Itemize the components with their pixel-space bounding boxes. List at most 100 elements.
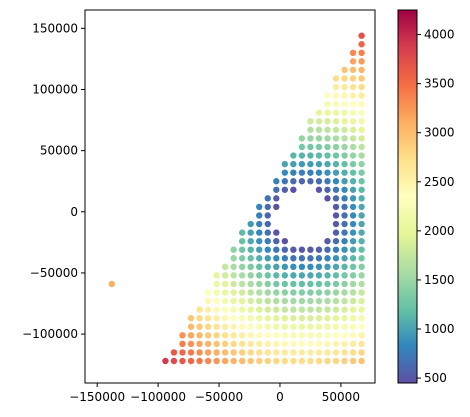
scatter-point [324, 237, 331, 245]
scatter-point [324, 340, 331, 348]
scatter-point [204, 306, 212, 313]
scatter-point [324, 263, 331, 271]
scatter-point [273, 178, 280, 185]
scatter-point [256, 314, 263, 322]
scatter-point [307, 289, 314, 296]
scatter-point [307, 306, 314, 313]
scatter-point [307, 160, 314, 168]
scatter-point [324, 280, 331, 288]
scatter-point [290, 340, 297, 348]
colorbar-tick-label: 3500 [424, 77, 455, 91]
scatter-point [307, 246, 314, 253]
scatter-point [341, 135, 348, 142]
scatter-point [264, 323, 271, 330]
scatter-point [332, 126, 340, 134]
scatter-point [204, 323, 212, 330]
scatter-point [358, 58, 365, 65]
scatter-point [324, 152, 331, 159]
colorbar-tick-label: 4000 [424, 28, 455, 42]
scatter-point [273, 349, 280, 356]
scatter-point [358, 186, 365, 193]
scatter-point [324, 109, 331, 116]
scatter-point [273, 297, 280, 305]
scatter-point [290, 246, 297, 253]
scatter-point [341, 143, 348, 151]
scatter-point [349, 237, 357, 245]
scatter-point [247, 272, 254, 279]
scatter-point [281, 297, 289, 305]
scatter-point [307, 118, 314, 125]
scatter-point [341, 255, 348, 262]
scatter-point [264, 349, 271, 356]
scatter-point [307, 323, 314, 330]
scatter-point [324, 186, 331, 193]
scatter-point [256, 297, 263, 305]
scatter-point [341, 297, 348, 305]
scatter-point [273, 306, 280, 313]
scatter-point [349, 118, 357, 125]
scatter-point [290, 289, 297, 296]
scatter-point [256, 220, 263, 228]
scatter-point [170, 349, 178, 356]
scatter-point [247, 357, 254, 365]
scatter-point [290, 178, 297, 185]
scatter-point [332, 246, 340, 253]
scatter-point [341, 229, 348, 236]
scatter-point [221, 263, 229, 271]
scatter-point [358, 143, 365, 151]
scatter-point [307, 126, 314, 134]
scatter-point [264, 255, 271, 262]
scatter-point [290, 357, 297, 365]
scatter-point [264, 212, 271, 219]
scatter-point [179, 332, 186, 339]
scatter-point [281, 255, 289, 262]
scatter-point [264, 246, 271, 253]
scatter-point [332, 323, 340, 330]
scatter-point [324, 100, 331, 108]
scatter-point [256, 229, 263, 236]
scatter-point [264, 229, 271, 236]
scatter-point [315, 263, 323, 271]
scatter-point [238, 306, 246, 313]
scatter-point [221, 332, 229, 339]
scatter-point [221, 297, 229, 305]
scatter-point [324, 349, 331, 356]
scatter-point [324, 255, 331, 262]
scatter-point [238, 289, 246, 296]
scatter-point [349, 160, 357, 168]
scatter-point [230, 280, 237, 288]
scatter-point [281, 340, 289, 348]
scatter-point [315, 126, 323, 134]
scatter-point [358, 357, 365, 365]
scatter-point [315, 357, 323, 365]
scatter-point [341, 220, 348, 228]
scatter-point [307, 340, 314, 348]
scatter-point [238, 357, 246, 365]
scatter-point [298, 349, 306, 356]
scatter-point [349, 263, 357, 271]
scatter-point [332, 118, 340, 125]
scatter-point [315, 246, 323, 253]
scatter-point [349, 143, 357, 151]
scatter-point [332, 109, 340, 116]
scatter-point [307, 349, 314, 356]
scatter-point [349, 212, 357, 219]
scatter-point [264, 357, 271, 365]
scatter-point [187, 349, 195, 356]
scatter-point [341, 152, 348, 159]
scatter-point [290, 152, 297, 159]
scatter-point [298, 152, 306, 159]
scatter-point [264, 237, 271, 245]
scatter-point [358, 49, 365, 56]
scatter-point [341, 237, 348, 245]
scatter-point [298, 255, 306, 262]
scatter-point [281, 314, 289, 322]
scatter-point [315, 169, 323, 176]
scatter-point [238, 272, 246, 279]
scatter-point [247, 255, 254, 262]
scatter-point [247, 340, 254, 348]
scatter-point [221, 272, 229, 279]
scatter-point [213, 297, 220, 305]
scatter-point [324, 178, 331, 185]
